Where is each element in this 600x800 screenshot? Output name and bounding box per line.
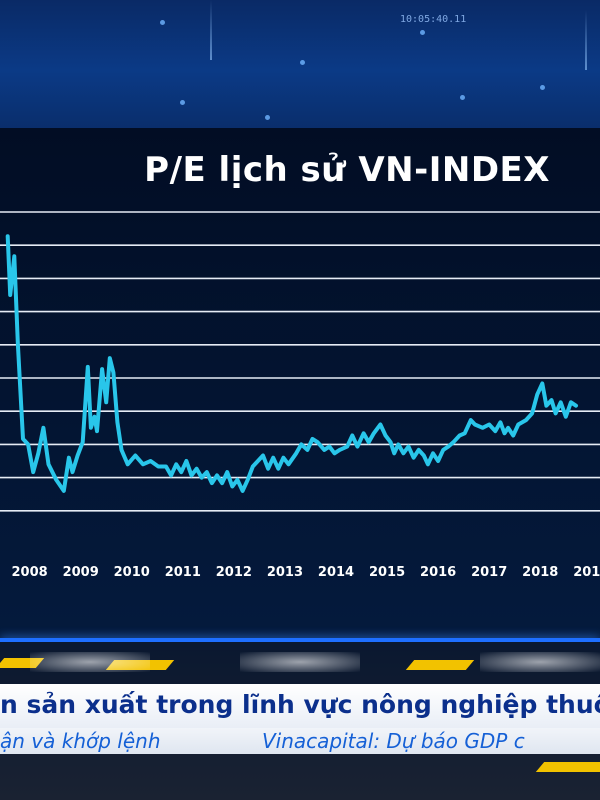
ticker-item-right: Vinacapital: Dự báo GDP c (262, 729, 525, 753)
light-dot (540, 85, 545, 90)
news-headline: n sản xuất trong lĩnh vực nông nghiệp th… (0, 690, 600, 719)
light-dot (180, 100, 185, 105)
x-tick-label: 2017 (471, 565, 507, 580)
news-ticker-bar: ận và khớp lệnh Vinacapital: Dự báo GDP … (0, 728, 600, 754)
pe-line-chart: 2008 2009 2010 2011 2012 2013 2014 2015 2016 2017… (0, 211, 600, 580)
floor-light (240, 652, 360, 672)
news-headline-bar: n sản xuất trong lĩnh vực nông nghiệp th… (0, 684, 600, 728)
x-tick-label: 2010 (114, 565, 150, 580)
x-tick-label: 2016 (420, 565, 456, 580)
series-line (5, 234, 578, 493)
ticker-item-left: ận và khớp lệnh (0, 729, 161, 753)
chart-title: P/E lịch sử VN-INDEX (144, 150, 550, 190)
light-dot (300, 60, 305, 65)
x-tick-label: 2009 (63, 565, 99, 580)
x-tick-label: 2015 (369, 565, 405, 580)
x-tick-label: 2012 (216, 565, 252, 580)
light-dot (420, 30, 425, 35)
light-dot (460, 95, 465, 100)
light-streak (585, 10, 587, 70)
floor-light (30, 652, 150, 672)
x-tick-label: 2018 (522, 565, 558, 580)
x-tick-label: 2014 (318, 565, 354, 580)
divider-glow (0, 638, 600, 642)
light-dot (160, 20, 165, 25)
top-background: 10:05:40.11 (0, 0, 600, 128)
x-tick-label: 2011 (165, 565, 201, 580)
ticker-code: 10:05:40.11 (400, 14, 467, 25)
light-dot (265, 115, 270, 120)
floor-stripe (405, 660, 475, 670)
floor-light (480, 652, 600, 672)
light-streak (210, 0, 212, 60)
x-tick-label: 2013 (267, 565, 303, 580)
floor-stripe (535, 762, 600, 772)
x-tick-label: 2008 (12, 565, 48, 580)
x-tick-label: 2019 (573, 565, 600, 580)
